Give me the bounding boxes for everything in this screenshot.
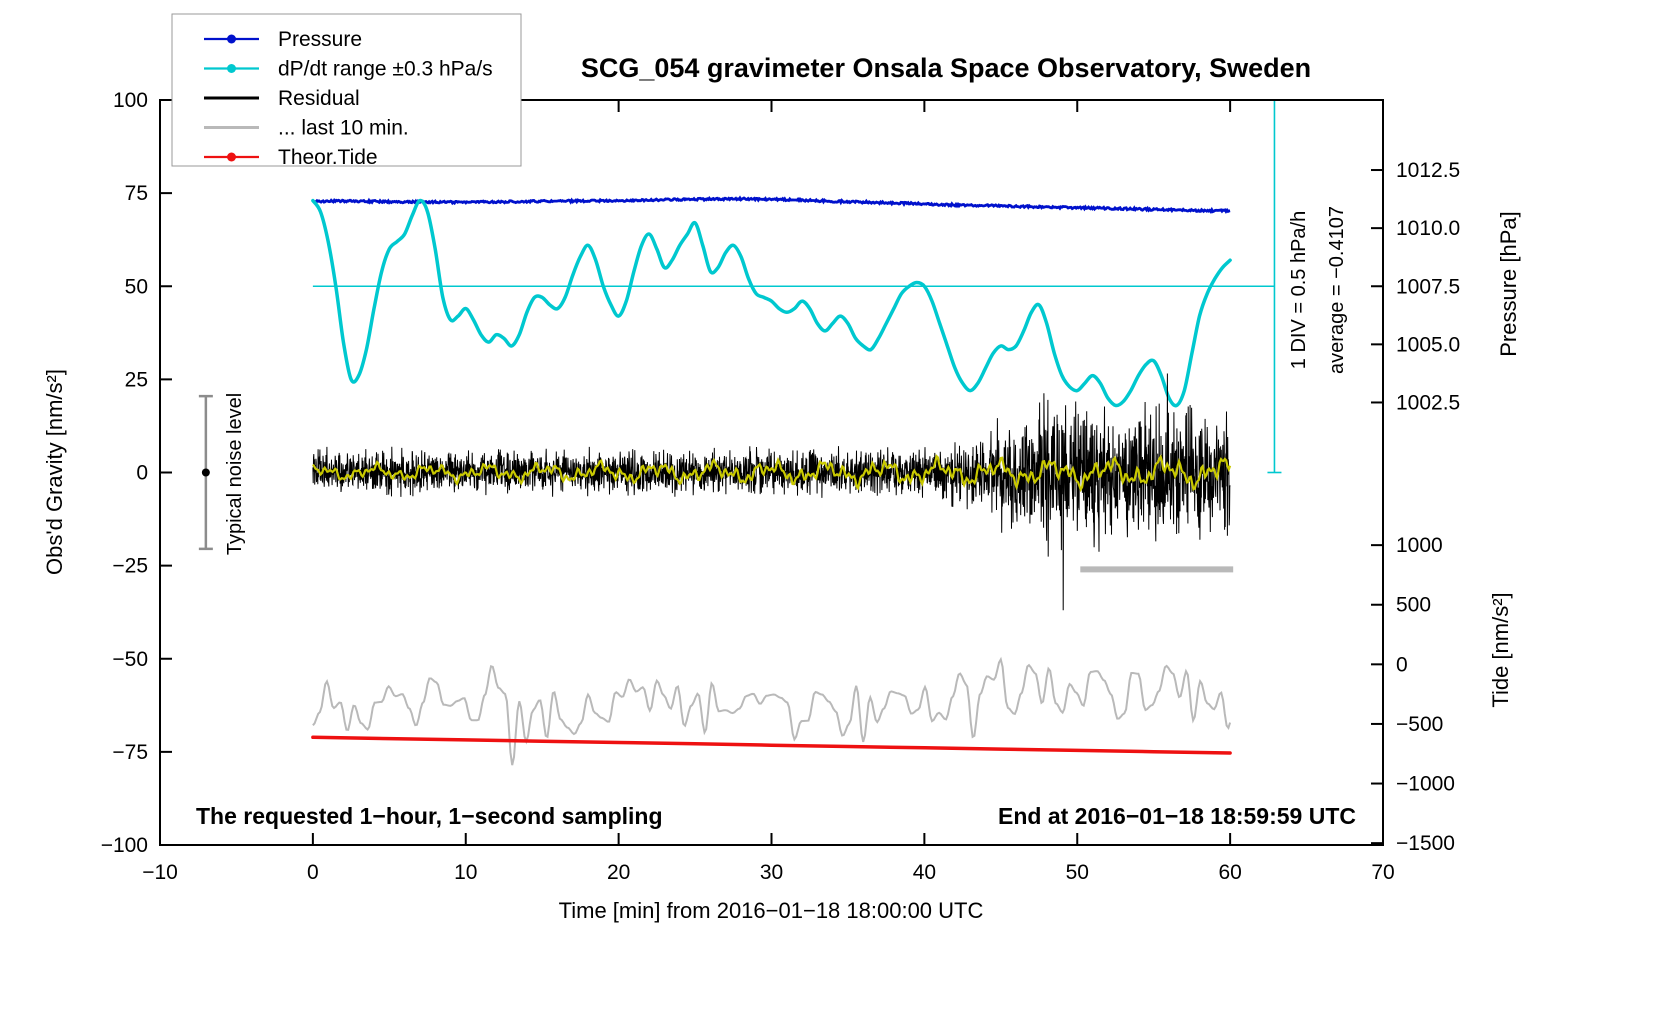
residual-filtered-trace: [312, 454, 1232, 493]
x-axis-label: Time [min] from 2016−01−18 18:00:00 UTC: [559, 898, 984, 923]
legend-marker-dot: [227, 34, 236, 44]
tide-tick-label: 500: [1396, 594, 1431, 617]
pressure-tick-label: 1005.0: [1396, 333, 1460, 356]
legend-label: Pressure: [278, 28, 362, 51]
gravity-tick-label: −50: [112, 648, 148, 671]
pressure-tick-label: 1010.0: [1396, 217, 1460, 240]
div-annotation: 1 DIV = 0.5 hPa/h: [1288, 211, 1310, 369]
legend: Pressure dP/dt range ±0.3 hPa/s Residual..…: [171, 13, 522, 169]
average-annotation: average = −0.4107: [1326, 206, 1348, 374]
legend-marker-dot: [227, 64, 236, 73]
tide-tick-label: −500: [1396, 713, 1443, 736]
pressure-axis-label: Pressure [hPa]: [1496, 211, 1521, 357]
legend-label: Residual: [278, 87, 360, 110]
legend-marker-dot: [227, 152, 236, 162]
gravity-tick-label: 100: [113, 89, 148, 112]
legend-label: ... last 10 min.: [278, 117, 409, 140]
gravity-axis-label: Obs'd Gravity [nm/s²]: [42, 369, 67, 575]
x-tick-label: 0: [307, 861, 319, 884]
legend-label: dP/dt range ±0.3 hPa/s: [278, 58, 493, 81]
pressure-tick-label: 1012.5: [1396, 159, 1460, 182]
sampling-note: The requested 1−hour, 1−second sampling: [196, 803, 663, 829]
residual-trace: [312, 373, 1231, 611]
last10-trace: [312, 656, 1232, 766]
tide-tick-label: 0: [1396, 653, 1408, 676]
x-tick-label: 20: [607, 861, 630, 884]
pressure-tick-label: 1007.5: [1396, 275, 1460, 298]
tide-tick-label: 1000: [1396, 534, 1443, 557]
x-tick-label: 10: [454, 861, 477, 884]
x-tick-label: 30: [760, 861, 783, 884]
chart-title: SCG_054 gravimeter Onsala Space Observat…: [581, 53, 1311, 83]
x-tick-label: 70: [1371, 861, 1394, 884]
x-tick-label: 50: [1066, 861, 1089, 884]
legend-label: Theor.Tide: [278, 146, 378, 169]
tide-axis-label: Tide [nm/s²]: [1488, 592, 1513, 707]
pressure-line: [312, 195, 1231, 215]
axes-frame: −10 0 10 20 30 40 50 60 70−100−75−50−25025507510…: [101, 89, 1461, 884]
noise-level-label: Typical noise level: [224, 393, 246, 555]
gravity-tick-label: −75: [112, 741, 148, 764]
dpdt-curve: [311, 198, 1232, 408]
x-tick-label: 60: [1218, 861, 1241, 884]
x-tick-label: −10: [142, 861, 178, 884]
end-time-note: End at 2016−01−18 18:59:59 UTC: [998, 803, 1356, 829]
gravity-tick-label: 50: [125, 275, 148, 298]
tide-line: [311, 735, 1232, 755]
tide-tick-label: −1000: [1396, 773, 1455, 796]
tide-tick-label: −1500: [1396, 832, 1455, 855]
gravity-tick-label: 0: [136, 462, 148, 485]
gravity-tick-label: 75: [125, 182, 148, 205]
pressure-tick-label: 1002.5: [1396, 391, 1460, 414]
plot-layers: −10 0 10 20 30 40 50 60 70−100−75−50−25025507510…: [101, 89, 1461, 884]
x-tick-label: 40: [913, 861, 936, 884]
gravity-tick-label: −100: [101, 834, 148, 857]
gravity-tick-label: −25: [112, 555, 148, 578]
noise-dot: [201, 468, 210, 477]
gravity-tick-label: 25: [125, 368, 148, 391]
